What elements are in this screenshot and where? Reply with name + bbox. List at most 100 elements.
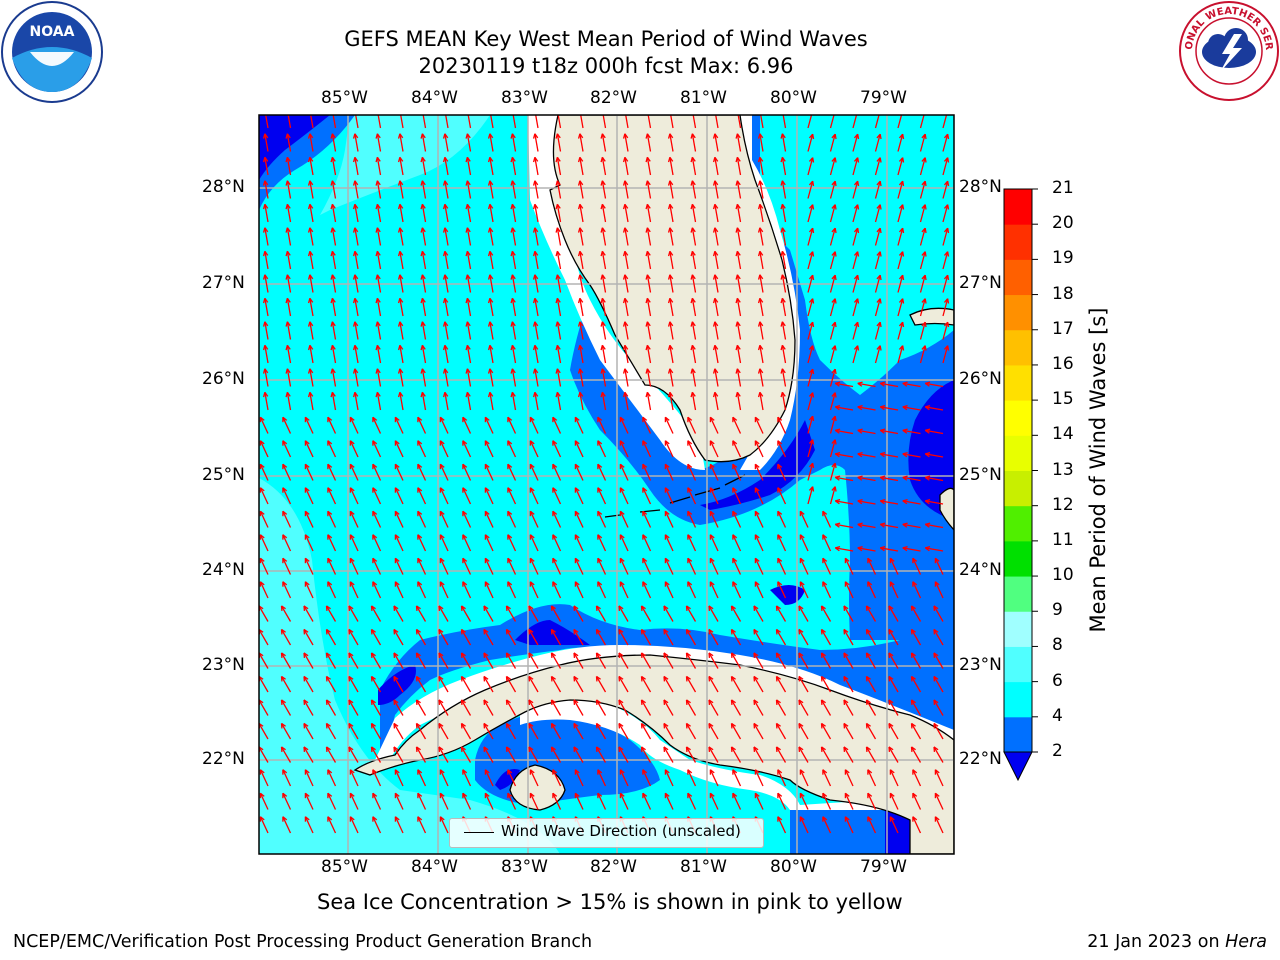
wind-wave-arrow	[372, 510, 382, 528]
wind-wave-arrow	[439, 416, 449, 434]
wind-wave-arrow	[902, 522, 921, 529]
wind-wave-arrow	[330, 344, 337, 364]
wind-wave-arrow	[754, 416, 764, 434]
wind-wave-arrow	[618, 746, 629, 763]
wind-wave-arrow	[417, 792, 427, 810]
lon-tick-label: 85°W	[321, 88, 368, 108]
wind-wave-arrow	[325, 628, 337, 646]
wind-wave-arrow	[934, 581, 944, 599]
wind-wave-arrow	[685, 675, 697, 693]
wind-wave-arrow	[532, 133, 539, 152]
wind-wave-arrow	[645, 391, 652, 411]
wind-wave-arrow	[780, 115, 787, 129]
wind-wave-arrow	[349, 557, 359, 575]
wind-wave-arrow	[280, 675, 292, 693]
colorbar-tick-label: 9	[1052, 600, 1063, 621]
wind-wave-arrow	[595, 746, 607, 763]
wind-wave-arrow	[754, 581, 764, 599]
wind-wave-arrow	[708, 699, 719, 716]
wind-wave-arrow	[690, 391, 697, 411]
wind-wave-arrow	[619, 534, 629, 552]
wind-wave-arrow	[483, 699, 494, 716]
wave-period-darkest-nw	[259, 115, 330, 180]
wind-wave-arrow	[690, 321, 697, 340]
wind-wave-arrow	[897, 227, 905, 246]
wind-wave-arrow	[262, 156, 269, 176]
wind-wave-arrow	[555, 156, 562, 176]
wind-wave-arrow	[285, 227, 292, 246]
wind-wave-arrow	[439, 440, 449, 458]
wind-wave-arrow	[754, 769, 764, 787]
wind-wave-arrow	[799, 581, 809, 599]
wind-wave-arrow	[555, 115, 562, 129]
wind-wave-arrow	[574, 440, 584, 458]
wind-wave-arrow	[487, 297, 494, 317]
wind-wave-arrow	[282, 792, 292, 810]
wind-wave-arrow	[902, 475, 921, 482]
wind-wave-arrow	[397, 368, 404, 387]
wind-wave-arrow	[442, 297, 449, 317]
wind-wave-arrow	[282, 463, 292, 481]
wind-wave-arrow	[619, 440, 629, 458]
wind-wave-arrow	[685, 628, 697, 646]
wind-wave-arrow	[507, 510, 517, 528]
wind-wave-arrow	[465, 297, 472, 317]
wind-wave-arrow	[897, 157, 905, 176]
wind-wave-arrow	[597, 510, 607, 528]
wind-wave-arrow	[597, 463, 607, 481]
wind-wave-arrow	[709, 510, 719, 528]
wind-wave-arrow	[829, 321, 837, 340]
wind-wave-arrow	[754, 534, 764, 552]
wind-wave-arrow	[640, 652, 652, 669]
wind-wave-arrow	[577, 368, 584, 387]
wind-wave-arrow	[303, 628, 314, 646]
wind-wave-arrow	[507, 769, 517, 787]
wind-wave-arrow	[507, 487, 517, 505]
wind-wave-arrow	[552, 792, 562, 810]
wind-wave-arrow	[820, 722, 832, 740]
wind-wave-arrow	[348, 675, 359, 693]
wind-wave-arrow	[645, 368, 652, 387]
wind-wave-arrow	[597, 440, 607, 458]
wind-wave-arrow	[867, 557, 877, 575]
wind-wave-arrow	[822, 510, 832, 528]
wind-wave-arrow	[934, 792, 944, 810]
wind-wave-arrow	[857, 404, 876, 411]
wind-wave-arrow	[532, 344, 539, 364]
wind-wave-arrow	[780, 133, 787, 152]
wind-wave-arrow	[417, 557, 427, 575]
wind-wave-arrow	[484, 769, 494, 787]
wind-wave-arrow	[394, 510, 404, 528]
wind-wave-arrow	[910, 628, 922, 646]
colorbar-tick-label: 2	[1052, 741, 1063, 761]
wind-wave-arrow	[663, 699, 674, 716]
wind-wave-arrow	[442, 274, 449, 293]
wind-wave-arrow	[820, 746, 832, 763]
lat-tick-label: 27°N	[959, 273, 1002, 293]
wind-wave-arrow	[924, 451, 944, 458]
wind-wave-arrow	[308, 115, 314, 129]
wind-wave-arrow	[924, 475, 944, 482]
wind-wave-arrow	[442, 250, 449, 270]
wind-wave-arrow	[623, 115, 629, 129]
colorbar-segment	[1004, 435, 1032, 471]
wind-wave-arrow	[622, 203, 629, 223]
wind-wave-arrow	[687, 557, 697, 575]
wind-wave-arrow	[874, 157, 882, 176]
wind-wave-arrow	[777, 534, 787, 552]
wind-wave-arrow	[687, 769, 697, 787]
wind-wave-arrow	[807, 486, 815, 505]
wind-wave-arrow	[687, 534, 697, 552]
wind-wave-arrow	[757, 321, 764, 340]
wind-wave-arrow	[690, 156, 697, 176]
wind-wave-arrow	[420, 321, 427, 340]
wind-wave-arrow	[573, 722, 584, 740]
wind-wave-arrow	[874, 115, 882, 129]
wind-wave-arrow	[597, 534, 607, 552]
wind-wave-arrow	[397, 344, 404, 364]
wind-wave-arrow	[664, 440, 674, 458]
wind-wave-arrow	[307, 250, 314, 270]
wind-wave-arrow	[529, 487, 539, 505]
wind-wave-arrow	[667, 391, 674, 411]
wind-wave-arrow	[735, 250, 742, 270]
